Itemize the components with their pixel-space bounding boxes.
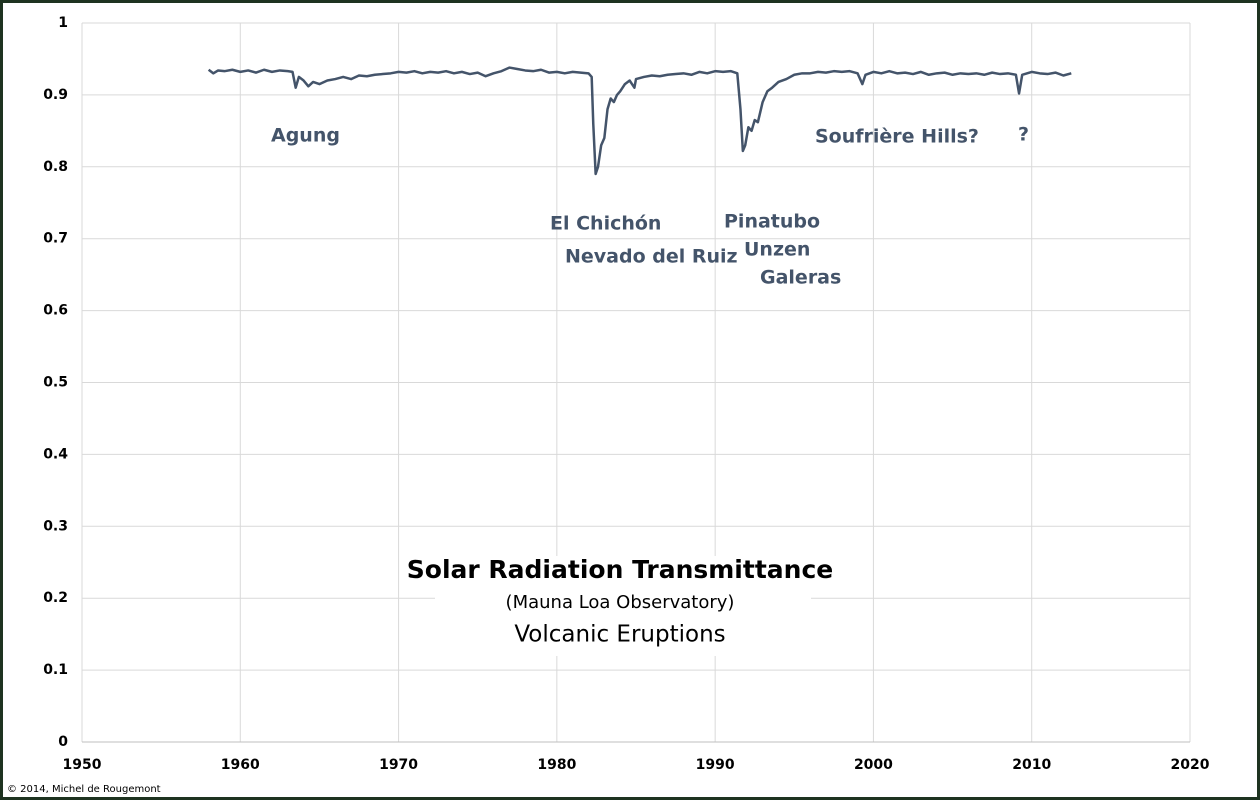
x-tick-label: 2020 [1171, 757, 1210, 773]
x-tick-label: 1950 [63, 757, 102, 773]
x-tick-label: 2010 [1012, 757, 1051, 773]
x-tick-label: 1990 [696, 757, 735, 773]
y-tick-label: 0.9 [43, 87, 68, 103]
chart-subtitle: (Mauna Loa Observatory) [506, 592, 735, 613]
data-line [207, 66, 1072, 176]
x-tick-label: 2000 [854, 757, 893, 773]
x-tick-label: 1980 [537, 757, 576, 773]
annotation: Nevado del Ruiz [565, 246, 738, 268]
y-tick-label: 0.1 [43, 662, 68, 678]
x-tick-label: 1960 [221, 757, 260, 773]
chart-caption: Volcanic Eruptions [514, 622, 725, 648]
y-tick-label: 0.8 [43, 159, 68, 175]
annotation: Agung [271, 125, 340, 147]
y-tick-label: 0.6 [43, 303, 68, 319]
annotation: Pinatubo [724, 211, 820, 233]
y-tick-label: 0.7 [43, 231, 68, 247]
annotation: ? [1018, 124, 1029, 146]
y-tick-label: 0 [58, 734, 68, 750]
y-tick-label: 1 [58, 15, 68, 31]
annotation: El Chichón [550, 213, 661, 235]
y-tick-label: 0.5 [43, 375, 68, 391]
credit: © 2014, Michel de Rougemont [7, 784, 161, 795]
title-box [435, 556, 811, 656]
annotation: Galeras [760, 267, 841, 289]
y-tick-label: 0.3 [43, 518, 68, 534]
annotation: Soufrière Hills? [815, 126, 979, 148]
y-tick-label: 0.2 [43, 590, 68, 606]
grid [81, 22, 1191, 743]
chart-title: Solar Radiation Transmittance [407, 555, 833, 584]
x-tick-label: 1970 [379, 757, 418, 773]
annotation: Unzen [744, 239, 810, 261]
plot [207, 66, 1072, 176]
y-tick-label: 0.4 [43, 446, 68, 462]
chart: Solar Radiation Transmittance (Mauna Loa… [7, 15, 1210, 795]
